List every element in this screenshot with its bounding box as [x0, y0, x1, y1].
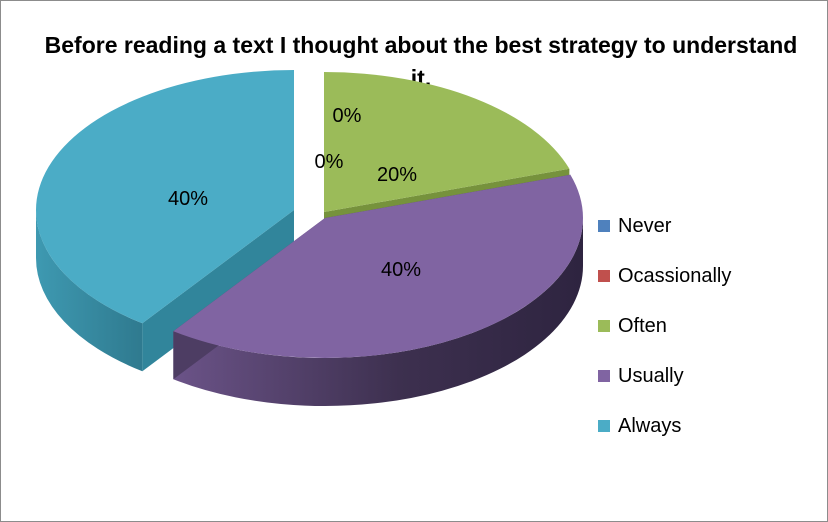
legend-label-usually: Usually [618, 364, 684, 387]
pie-labels: 0% 0% 20% 40% 40% [168, 105, 421, 281]
legend-item-never: Never [598, 201, 731, 251]
legend-label-always: Always [618, 414, 682, 437]
legend-swatch-never [598, 220, 610, 232]
legend: Never Ocassionally Often Usually Always [598, 201, 731, 451]
legend-item-ocassionally: Ocassionally [598, 251, 731, 301]
legend-item-always: Always [598, 401, 731, 451]
legend-swatch-ocassionally [598, 270, 610, 282]
data-label-ocassionally: 0% [315, 151, 344, 173]
legend-label-never: Never [618, 214, 672, 237]
legend-item-usually: Usually [598, 351, 731, 401]
data-label-never: 0% [333, 105, 362, 127]
data-label-usually: 40% [381, 259, 421, 281]
slice-often [324, 72, 570, 212]
legend-swatch-always [598, 420, 610, 432]
slice-side-usually [173, 218, 583, 406]
data-label-often: 20% [377, 164, 417, 186]
legend-label-often: Often [618, 314, 667, 337]
legend-item-often: Often [598, 301, 731, 351]
legend-swatch-often [598, 320, 610, 332]
data-label-always: 40% [168, 188, 208, 210]
legend-label-ocassionally: Ocassionally [618, 264, 732, 287]
slice-usually [173, 174, 583, 359]
legend-swatch-usually [598, 370, 610, 382]
pie-tops [36, 70, 583, 359]
slice-side-always [35, 210, 143, 372]
slice-always [36, 70, 295, 324]
